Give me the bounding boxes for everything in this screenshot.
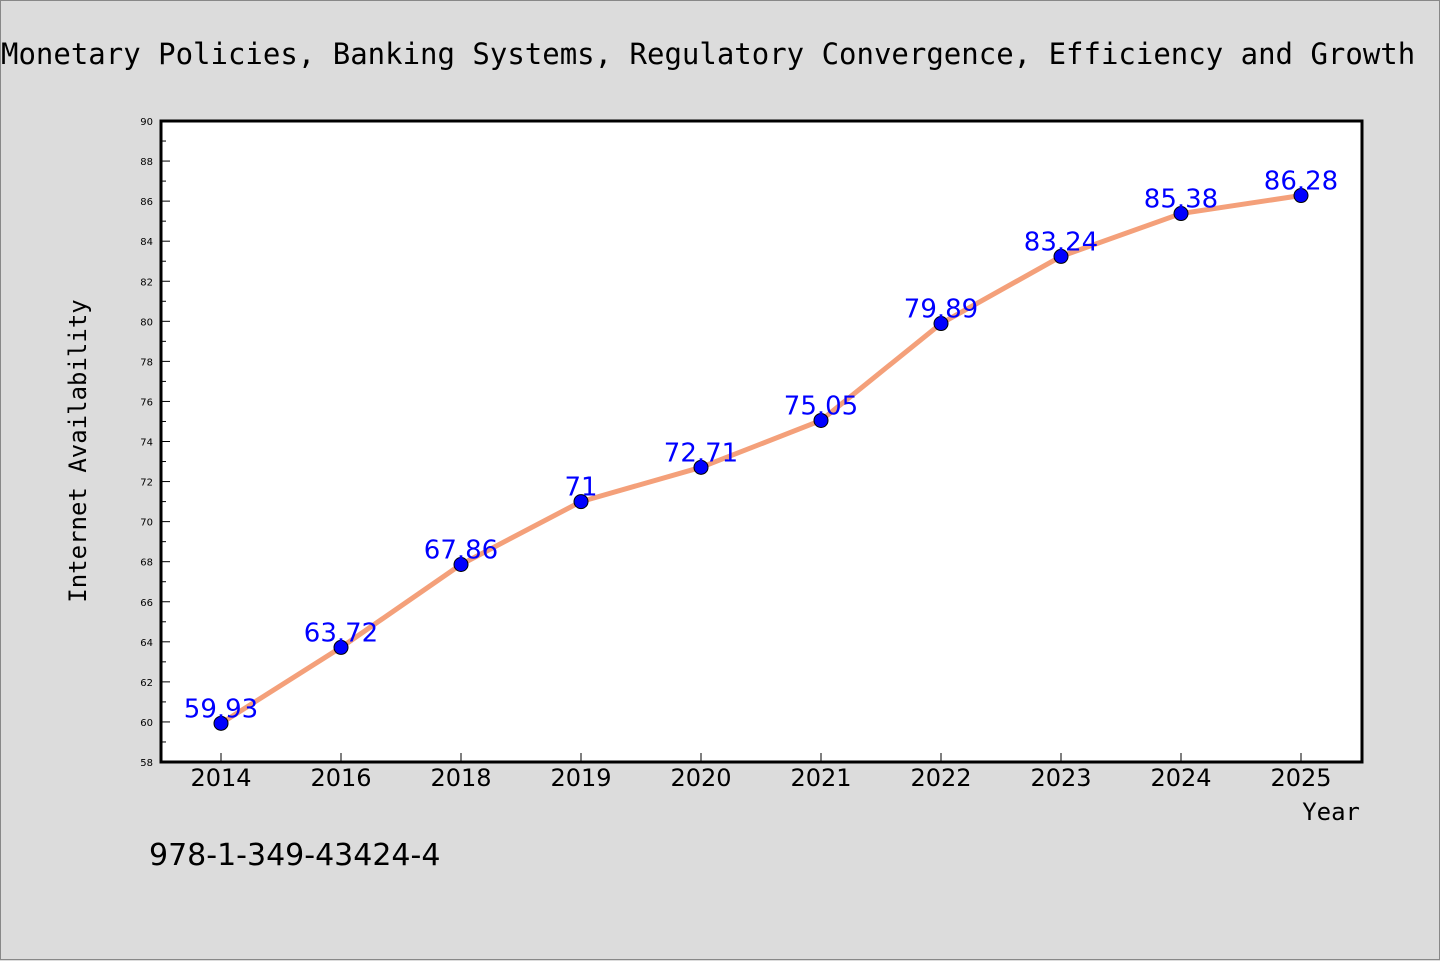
x-tick-label: 2022 — [910, 764, 971, 792]
data-point-marker — [573, 494, 589, 510]
data-label: 86.28 — [1264, 167, 1338, 197]
data-label: 75.05 — [784, 391, 858, 421]
data-point-marker — [1053, 248, 1069, 264]
y-tick-label: 62 — [140, 678, 153, 689]
y-tick-label: 64 — [140, 638, 153, 649]
data-point-marker — [1173, 206, 1189, 222]
y-tick-label: 88 — [140, 157, 153, 168]
data-label: 71 — [564, 473, 597, 503]
data-point-marker — [693, 459, 709, 475]
y-tick-label: 78 — [140, 357, 153, 368]
x-tick-label: 2018 — [430, 764, 491, 792]
x-tick-label: 2025 — [1270, 764, 1331, 792]
x-tick-label: 2021 — [790, 764, 851, 792]
data-point-marker — [813, 412, 829, 428]
y-tick-label: 58 — [140, 758, 153, 769]
x-axis: 2014 2016 2018 2019 2020 2021 2022 2023 2024 2025 — [190, 753, 1332, 792]
data-point-marker — [213, 715, 229, 731]
y-tick-label: 66 — [140, 598, 153, 609]
data-point-marker — [333, 639, 349, 655]
data-label: 83.24 — [1024, 227, 1098, 257]
data-label: 67.86 — [424, 535, 498, 565]
y-tick-label: 70 — [140, 518, 153, 529]
series-line — [218, 193, 1304, 726]
x-tick-label: 2016 — [310, 764, 371, 792]
marker-group — [213, 188, 1309, 731]
y-tick-label: 72 — [140, 478, 153, 489]
isbn-annotation: 978-1-349-43424-4 — [149, 838, 440, 873]
x-tick-label: 2019 — [550, 764, 611, 792]
x-tick-label: 2020 — [670, 764, 731, 792]
x-tick-label: 2024 — [1150, 764, 1211, 792]
data-label: 59.93 — [184, 694, 258, 724]
y-tick-label: 86 — [140, 197, 153, 208]
data-label: 63.72 — [304, 618, 378, 648]
data-label: 72.71 — [664, 438, 738, 468]
y-tick-label: 68 — [140, 558, 153, 569]
data-point-marker — [453, 556, 469, 572]
y-tick-label: 76 — [140, 397, 153, 408]
y-axis: 58 60 62 64 66 68 70 72 74 76 78 80 82 84 86 88 90 — [140, 117, 170, 769]
y-tick-label: 90 — [140, 117, 153, 128]
y-tick-label: 82 — [140, 277, 153, 288]
y-tick-label: 84 — [140, 237, 153, 248]
chart-title: Monetary Policies, Banking Systems, Regu… — [1, 37, 1415, 71]
x-axis-title: Year — [1302, 798, 1360, 826]
y-tick-label: 60 — [140, 718, 153, 729]
data-label: 85.38 — [1144, 185, 1218, 215]
data-point-marker — [1293, 188, 1309, 204]
data-point-marker — [933, 316, 949, 332]
x-tick-label: 2014 — [190, 764, 251, 792]
data-label: 79.89 — [904, 295, 978, 325]
series-line-group — [218, 193, 1304, 726]
data-label-group: 59.93 63.72 67.86 71 72.71 75.05 79.89 83.24 85.… — [184, 167, 1338, 725]
y-axis-title: Internet Availability — [64, 299, 92, 602]
y-tick-label: 80 — [140, 317, 153, 328]
x-tick-label: 2023 — [1030, 764, 1091, 792]
y-tick-label: 74 — [140, 438, 153, 449]
